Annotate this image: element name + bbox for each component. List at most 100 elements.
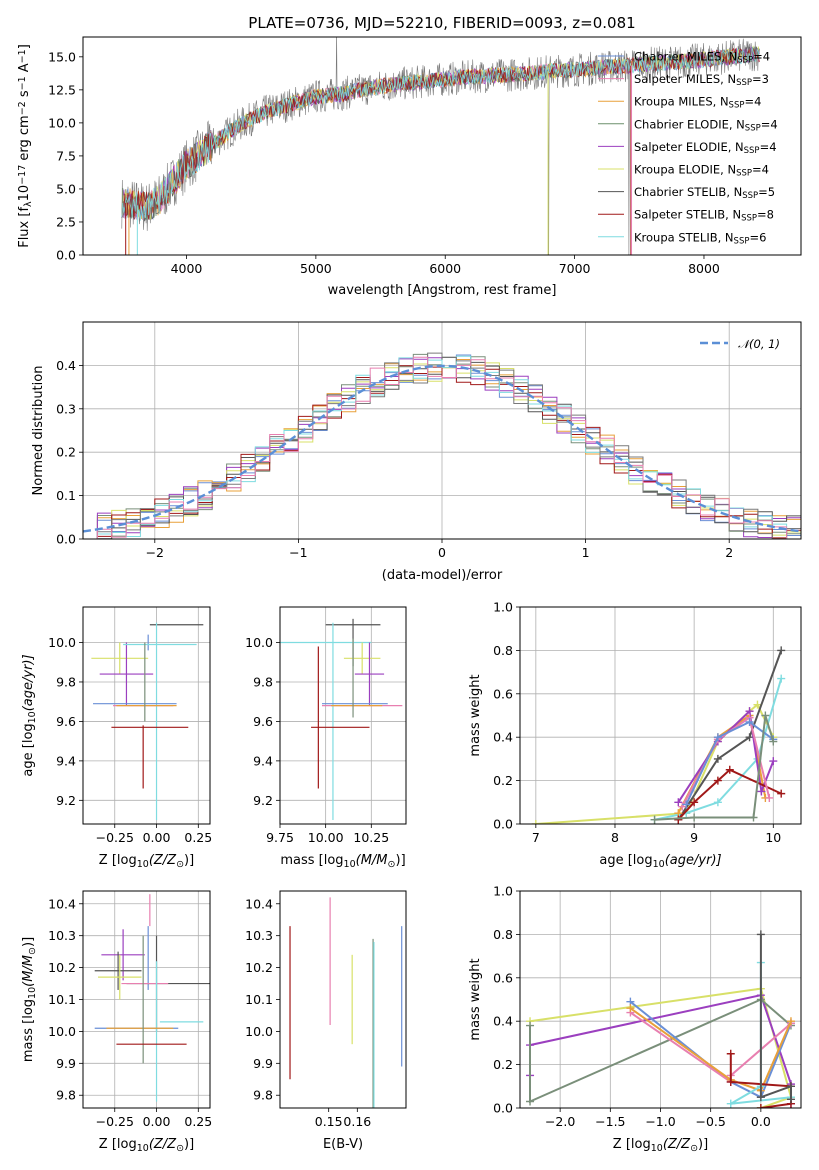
y-tick-label: 0.4 [493,1014,513,1029]
axes-frame [519,890,802,1109]
mass-weight-marker [650,815,659,824]
plot-area [83,352,801,539]
x-tick-label: 10.25 [353,830,389,845]
y-axis-label: mass [log10(M/M⊙)] [21,937,38,1062]
mass-weight-marker [690,798,699,807]
x-axis-label-part: )] [184,853,194,868]
plot-area [531,646,786,824]
x-tick-label: 7000 [559,261,591,276]
panel-z-age: −0.25 0.00 0.259.29.49.69.810.0Z [log10(Z/… [21,606,212,870]
y-tick-label: 0.6 [493,686,513,701]
y-axis-label-part: ⊙ [27,947,38,955]
legend-nssp: =8 [757,208,774,222]
x-axis-label-part: (age/yr)] [665,853,722,868]
x-tick-label: 4000 [171,261,203,276]
mass-weight-marker [753,700,762,709]
x-tick-label: 2 [725,545,733,560]
x-tick-label: −1.0 [645,1114,675,1129]
legend-entry: Kroupa STELIB, NSSP=6 [634,230,766,246]
axes-frame [82,890,211,1109]
x-axis-label-part: 10 [137,1143,149,1154]
mass-weight-line [629,1007,792,1092]
plot-panels: 4000 5000 6000 7000 80000.02.55.07.510.012.5… [17,36,802,1154]
y-tick-label: 0.0 [493,1101,513,1116]
y-axis-label-part: −17 [17,165,28,185]
legend-nssp: =4 [760,140,777,154]
x-axis-label-part: (Z/Z [663,1137,691,1152]
x-tick-label: 9 [690,830,698,845]
x-axis-label-part: Z [log [99,1137,137,1152]
x-axis-label-part: 10 [653,859,665,870]
x-axis-label: Z [log10(Z/Z⊙)] [613,1137,708,1154]
y-axis-label-part: −1 [17,49,28,63]
x-axis-label-part: mass [log [280,853,343,868]
x-tick-label: −2 [146,545,164,560]
y-tick-label: 15.0 [48,49,76,64]
axes-frame [82,36,802,256]
x-axis-label: mass [log10(M/M⊙)] [280,853,405,870]
y-tick-label: 10.0 [48,635,76,650]
mass-weight-marker [756,930,765,939]
x-tick-label: 0.00 [143,1114,171,1129]
legend-series-name: Salpeter ELODIE, N [634,140,744,154]
panel-z-mass: −0.25 0.00 0.25 9.8 9.9 10.0 10.1 10.2 10.3 10.4 Z… [21,890,212,1154]
mass-weight-marker [713,754,722,763]
y-tick-label: 10.2 [48,960,76,975]
legend-entry: Chabrier MILES, NSSP=4 [634,50,770,66]
x-tick-label: 0.25 [184,1114,212,1129]
y-tick-label: 10.0 [245,1024,273,1039]
legend-series-name: Kroupa MILES, N [634,95,729,109]
legend-nssp: =4 [753,50,770,64]
x-tick-label: 7 [532,830,540,845]
y-tick-label: 9.2 [253,793,273,808]
y-tick-label: 0.2 [493,1057,513,1072]
x-axis-label-part: )] [396,853,406,868]
mass-weight-marker [726,1099,735,1108]
y-tick-label: 0.1 [56,488,76,503]
x-tick-label: −2.0 [545,1114,575,1129]
y-axis-label-part: A [17,63,32,76]
y-axis-label-part: 10 [17,185,32,202]
mass-weight-marker [526,1021,535,1030]
mass-weight-marker [769,737,778,746]
legend-subscript: SSP [744,146,760,156]
gaussian-curve [83,364,801,533]
x-axis-label-part: ⊙ [176,859,184,870]
y-tick-label: 2.5 [56,214,76,229]
y-tick-label: 7.5 [56,148,76,163]
legend-entry: Salpeter ELODIE, NSSP=4 [634,140,777,156]
y-axis-label-part: erg cm [17,115,32,164]
legend-series-name: Chabrier STELIB, N [634,185,742,199]
x-tick-label: 10 [765,830,781,845]
legend-subscript: SSP [745,124,761,134]
mass-weight-marker [674,798,683,807]
legend-series-name: Salpeter STELIB, N [634,208,741,222]
y-axis-label-part: s [17,90,32,101]
x-axis-label: E(B-V) [323,1137,363,1152]
x-axis-label-part: )] [698,1137,708,1152]
x-axis-label-part: 10 [137,859,149,870]
y-axis-label: Flux [fλ10−17 erg cm−2 s−1 A−1] [17,44,34,248]
legend-entry: Chabrier STELIB, NSSP=5 [634,185,775,201]
y-tick-label: 9.4 [56,753,76,768]
legend-series-name: Chabrier MILES, N [634,50,737,64]
y-axis-label-part: 10 [27,711,38,723]
panel-z-massweight: −2.0 −1.5 −1.0 −0.5 0.0 0.0 0.2 0.4 0.6 0.8 1.0 Z [… [468,884,802,1154]
axes-frame [279,606,407,825]
mass-weight-marker [786,1095,795,1104]
y-tick-label: 10.3 [245,928,273,943]
y-tick-label: 9.8 [56,674,76,689]
y-axis-label-part: Flux [f [17,207,32,248]
x-axis-label: Z [log10(Z/Z⊙)] [99,1137,194,1154]
mass-weight-marker [777,674,786,683]
mass-weight-marker [626,1004,635,1013]
y-tick-label: 9.6 [56,714,76,729]
x-axis-label-part: 10 [651,1143,663,1154]
y-tick-label: 0.0 [56,248,76,263]
y-tick-label: 12.5 [48,82,76,97]
legend-subscript: SSP [741,214,757,224]
axes-frame [82,606,211,825]
mass-weight-marker [526,1097,535,1106]
